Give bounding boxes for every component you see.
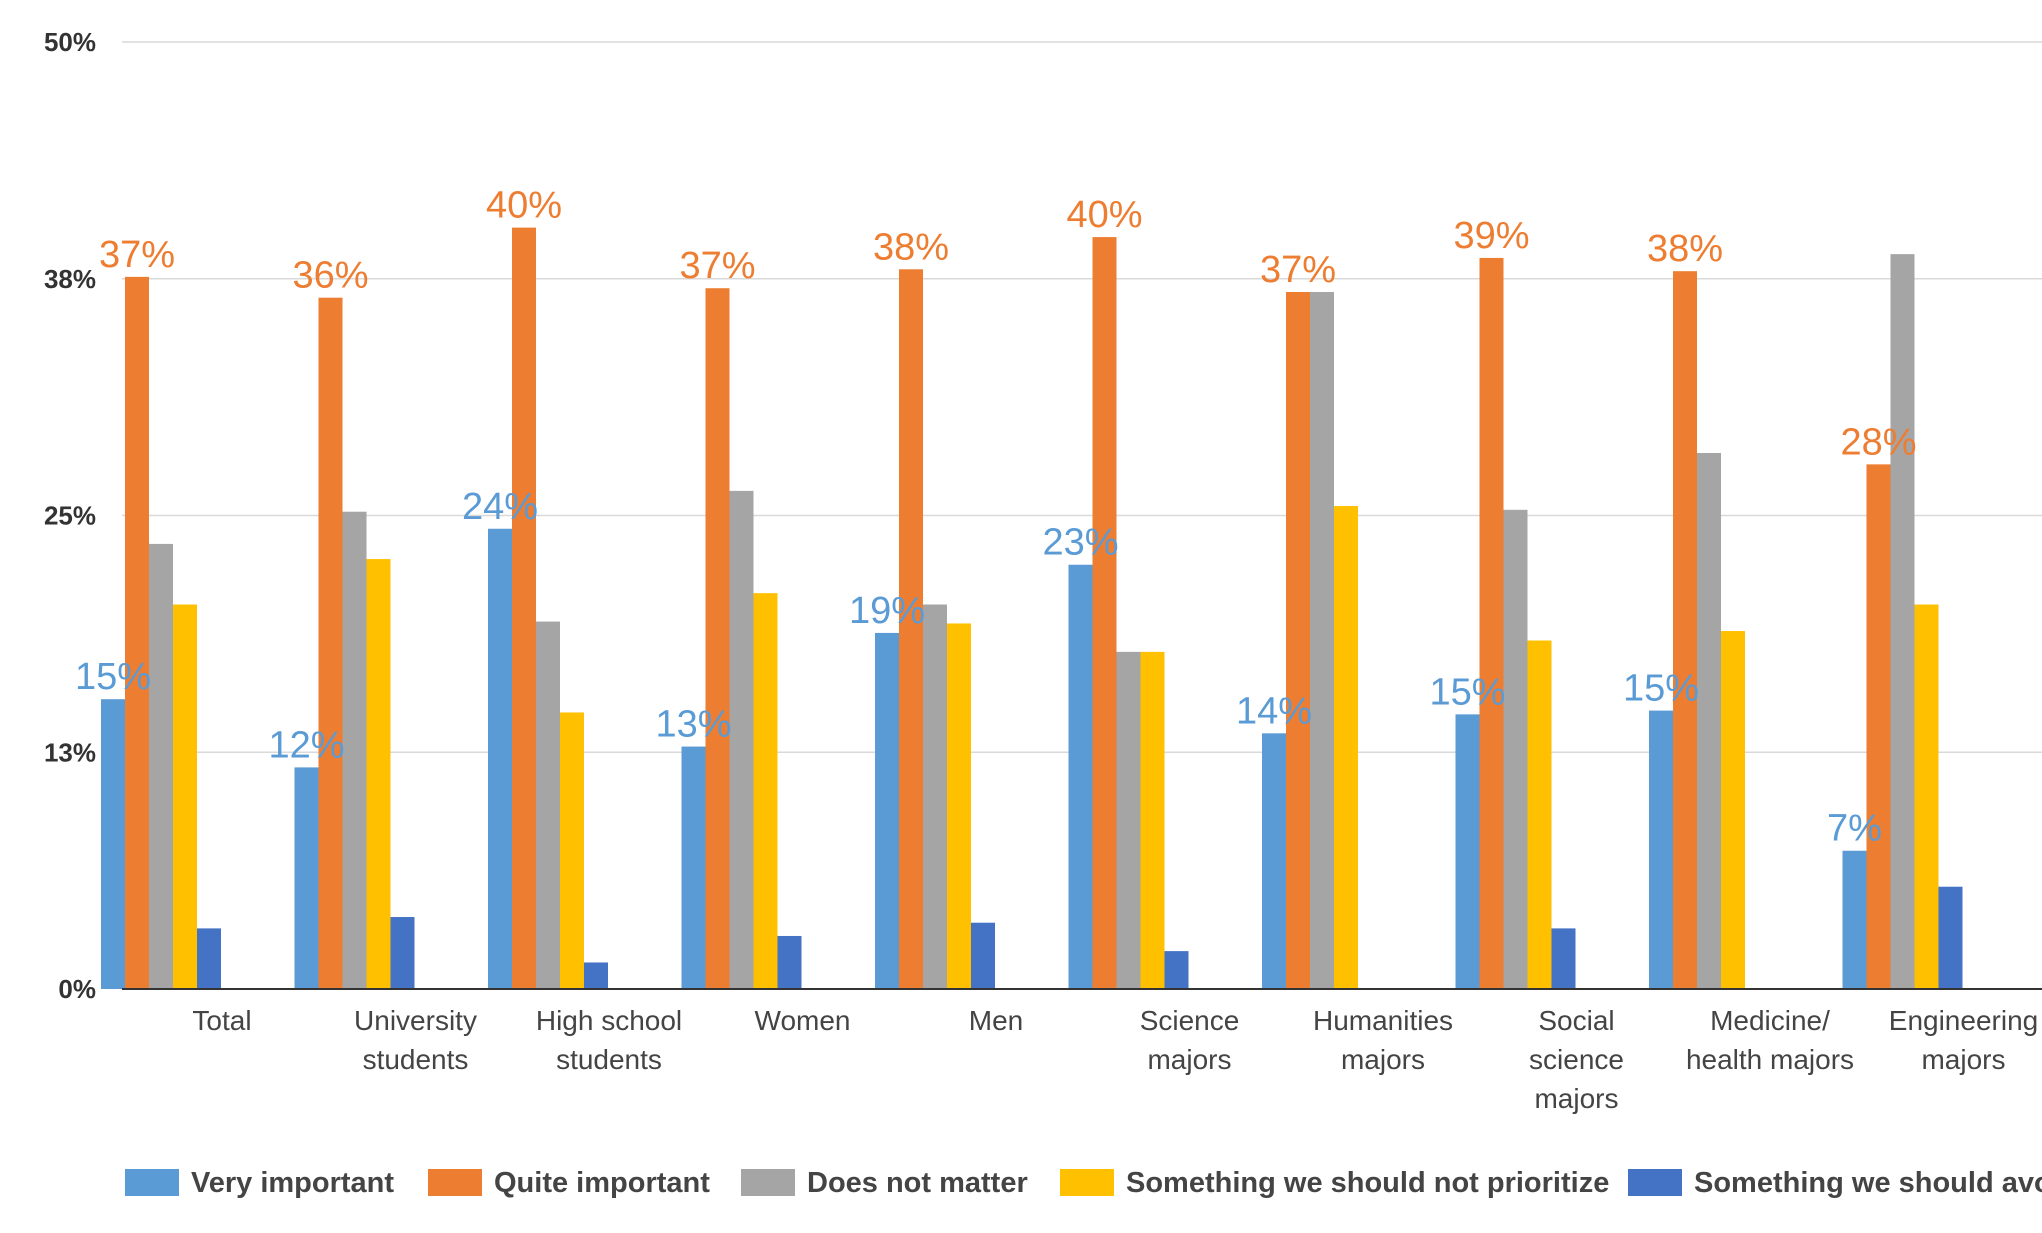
bar	[1116, 651, 1141, 989]
legend-label: Something we should avoi	[1694, 1167, 2042, 1199]
data-label: 12%	[268, 724, 344, 766]
bar	[1479, 257, 1504, 989]
data-label: 36%	[292, 255, 368, 297]
bar	[1866, 464, 1891, 989]
y-tick-label: 50%	[44, 27, 96, 57]
bar	[366, 559, 391, 989]
bar	[1527, 640, 1552, 989]
legend-swatch	[1060, 1169, 1114, 1196]
bar	[729, 490, 754, 989]
bar	[584, 962, 608, 989]
category-label: Women	[755, 1005, 851, 1036]
bar	[101, 699, 125, 989]
bar	[1914, 604, 1939, 989]
bar	[390, 917, 415, 989]
legend: Very important Quite important Does not ma…	[125, 1167, 2042, 1199]
category-label: High school students	[536, 1005, 682, 1075]
bar	[1068, 564, 1093, 989]
data-label: 15%	[75, 656, 151, 698]
bar	[173, 604, 197, 989]
legend-label: Does not matter	[807, 1167, 1028, 1199]
bar	[875, 632, 899, 989]
legend-swatch	[741, 1169, 795, 1196]
bar	[1551, 928, 1576, 989]
y-tick-label: 25%	[44, 501, 96, 531]
category-label: Total	[192, 1005, 251, 1036]
legend-label: Quite important	[494, 1167, 710, 1199]
bar	[1503, 509, 1528, 989]
data-label: 15%	[1623, 668, 1699, 710]
bar	[512, 227, 536, 989]
bar	[294, 767, 319, 989]
bar	[1721, 631, 1745, 989]
bar	[149, 543, 173, 989]
data-label: 13%	[655, 704, 731, 746]
data-label: 28%	[1840, 421, 1916, 463]
y-tick-label: 0%	[58, 974, 96, 1004]
bar	[899, 269, 923, 989]
bar	[1140, 651, 1165, 989]
category-labels: Total University students High school studen…	[192, 1005, 2038, 1114]
category-label: Medicine/health majors	[1686, 1005, 1854, 1075]
bar	[1455, 714, 1480, 989]
bars	[101, 227, 1963, 990]
legend-label: Something we should not prioritize	[1126, 1167, 1609, 1199]
data-label: 15%	[1429, 671, 1505, 713]
bar	[753, 593, 778, 989]
bar	[1286, 292, 1310, 989]
legend-swatch	[1628, 1169, 1682, 1196]
legend-swatch	[125, 1169, 179, 1196]
bar	[923, 604, 947, 989]
legend-swatch	[428, 1169, 482, 1196]
bar	[777, 935, 802, 989]
legend-label: Very important	[191, 1167, 394, 1199]
data-label: 38%	[873, 226, 949, 268]
bar	[1697, 452, 1721, 989]
bar	[947, 623, 971, 989]
category-label: Humanities majors	[1313, 1005, 1453, 1075]
bar	[1938, 886, 1963, 989]
data-label: 37%	[99, 234, 175, 276]
data-label: 7%	[1827, 808, 1882, 850]
bar	[318, 297, 343, 989]
bar	[681, 746, 706, 989]
bar	[536, 621, 560, 989]
data-label: 40%	[486, 185, 562, 227]
bar	[488, 528, 512, 989]
bar	[1890, 254, 1915, 990]
category-label: Science majors	[1140, 1005, 1240, 1075]
category-label: Men	[969, 1005, 1023, 1036]
bar	[560, 712, 584, 989]
data-label: 24%	[462, 486, 538, 528]
y-tick-label: 13%	[44, 737, 96, 767]
data-label: 19%	[849, 590, 925, 632]
data-label: 14%	[1236, 690, 1312, 732]
category-label: University students	[354, 1005, 477, 1075]
data-label: 37%	[679, 245, 755, 287]
bar	[1673, 271, 1697, 989]
data-labels: 15% 37% 12% 36% 24% 40% 13% 37% 19% 38% 23% 40% 14% 3…	[75, 185, 1917, 850]
data-label: 23%	[1042, 522, 1118, 564]
bar	[705, 288, 730, 990]
category-label: Social science majors	[1529, 1005, 1624, 1114]
bar	[971, 922, 995, 989]
category-label: Engineering majors	[1889, 1005, 2038, 1075]
y-axis-ticks: 0% 13% 25% 38% 50%	[44, 27, 96, 1004]
bar	[1649, 710, 1673, 989]
bar	[1310, 292, 1334, 989]
bar	[1092, 237, 1117, 989]
bar	[125, 276, 149, 990]
data-label: 37%	[1260, 249, 1336, 291]
bar	[1164, 951, 1189, 989]
data-label: 38%	[1647, 228, 1723, 270]
data-label: 40%	[1066, 194, 1142, 236]
data-label: 39%	[1453, 215, 1529, 257]
bar	[1842, 850, 1867, 989]
bar	[197, 928, 221, 989]
bar	[1334, 506, 1358, 989]
y-tick-label: 38%	[44, 264, 96, 294]
bar	[1262, 733, 1286, 989]
bar	[342, 511, 367, 989]
